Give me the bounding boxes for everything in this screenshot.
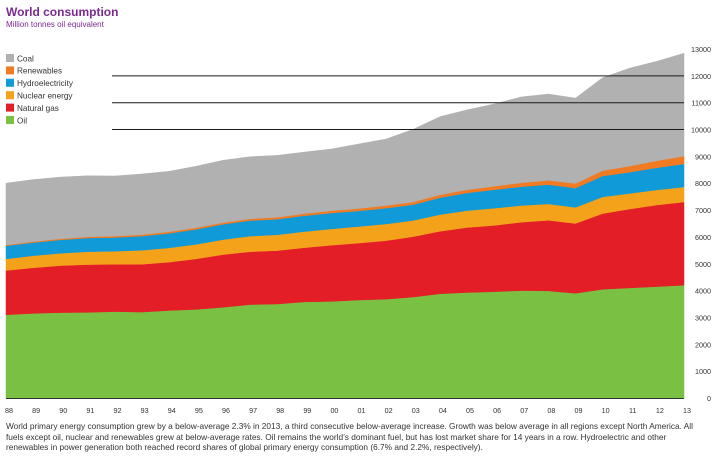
x-tick-label: 91 — [86, 406, 94, 415]
legend-swatch-natural-gas — [6, 103, 14, 112]
legend-label-coal: Coal — [17, 54, 34, 63]
y-tick-label: 3000 — [695, 313, 711, 322]
x-tick-label: 06 — [493, 406, 501, 415]
y-tick-label: 10000 — [691, 126, 711, 135]
y-axis: 0 1000 2000 3000 4000 5000 6000 7000 8000 9000 100… — [691, 45, 711, 403]
y-tick-label: 7000 — [695, 206, 711, 215]
x-tick-label: 92 — [113, 406, 121, 415]
legend-label-natural-gas: Natural gas — [17, 104, 59, 113]
x-tick-label: 08 — [547, 406, 555, 415]
x-tick-label: 05 — [466, 406, 474, 415]
x-tick-label: 96 — [222, 406, 230, 415]
legend-label-hydroelectricity: Hydroelectricity — [17, 79, 74, 88]
legend-swatch-coal — [6, 54, 14, 62]
x-tick-label: 89 — [32, 406, 40, 415]
legend-label-renewables: Renewables — [17, 67, 62, 76]
legend-swatch-renewables — [6, 66, 14, 75]
x-axis: 88 89 90 91 92 93 94 95 96 97 98 99 00 01 02 03 04 05 06 07… — [5, 406, 691, 415]
x-tick-label: 04 — [439, 406, 447, 415]
x-tick-label: 07 — [520, 406, 528, 415]
chart-subtitle: Million tonnes oil equivalent — [6, 20, 104, 29]
legend-swatch-oil — [6, 116, 14, 124]
y-tick-label: 0 — [707, 394, 711, 403]
legend-label-nuclear-energy: Nuclear energy — [17, 92, 73, 101]
x-tick-label: 97 — [249, 406, 257, 415]
legend-swatch-nuclear-energy — [6, 91, 14, 100]
legend-swatch-hydroelectricity — [6, 78, 14, 87]
stacked-area-chart: 0100020003000400050006000700080009000100… — [5, 45, 711, 415]
area-layers — [5, 52, 685, 399]
y-tick-label: 4000 — [695, 287, 711, 296]
x-tick-label: 11 — [629, 406, 636, 415]
legend-label-oil: Oil — [17, 116, 27, 125]
y-tick-label: 5000 — [695, 260, 711, 269]
x-tick-label: 00 — [330, 406, 338, 415]
x-tick-label: 98 — [276, 406, 284, 415]
y-tick-label: 2000 — [695, 340, 711, 349]
x-tick-label: 94 — [168, 406, 176, 415]
x-tick-label: 88 — [5, 406, 13, 415]
gridlines — [112, 75, 684, 131]
x-tick-label: 09 — [575, 406, 583, 415]
y-tick-label: 1000 — [695, 367, 711, 376]
x-tick-label: 01 — [358, 406, 366, 415]
x-tick-label: 95 — [195, 406, 203, 415]
y-tick-label: 11000 — [692, 99, 711, 108]
x-tick-label: 13 — [683, 406, 691, 415]
x-tick-label: 93 — [141, 406, 149, 415]
x-tick-label: 90 — [59, 406, 67, 415]
chart-title: World consumption — [6, 5, 119, 19]
x-tick-label: 03 — [412, 406, 420, 415]
x-tick-label: 10 — [602, 406, 610, 415]
caption: World primary energy consumption grew by… — [6, 421, 693, 453]
y-tick-label: 6000 — [695, 233, 711, 242]
x-tick-label: 02 — [385, 406, 393, 415]
y-tick-label: 13000 — [691, 45, 711, 54]
y-tick-label: 12000 — [691, 72, 711, 81]
area-coal — [5, 52, 685, 246]
y-tick-label: 9000 — [695, 152, 711, 161]
legend: Coal Renewables Hydroelectricity Nuclear en… — [6, 54, 74, 125]
y-tick-label: 8000 — [695, 179, 711, 188]
x-tick-label: 12 — [656, 406, 664, 415]
x-tick-label: 99 — [303, 406, 311, 415]
